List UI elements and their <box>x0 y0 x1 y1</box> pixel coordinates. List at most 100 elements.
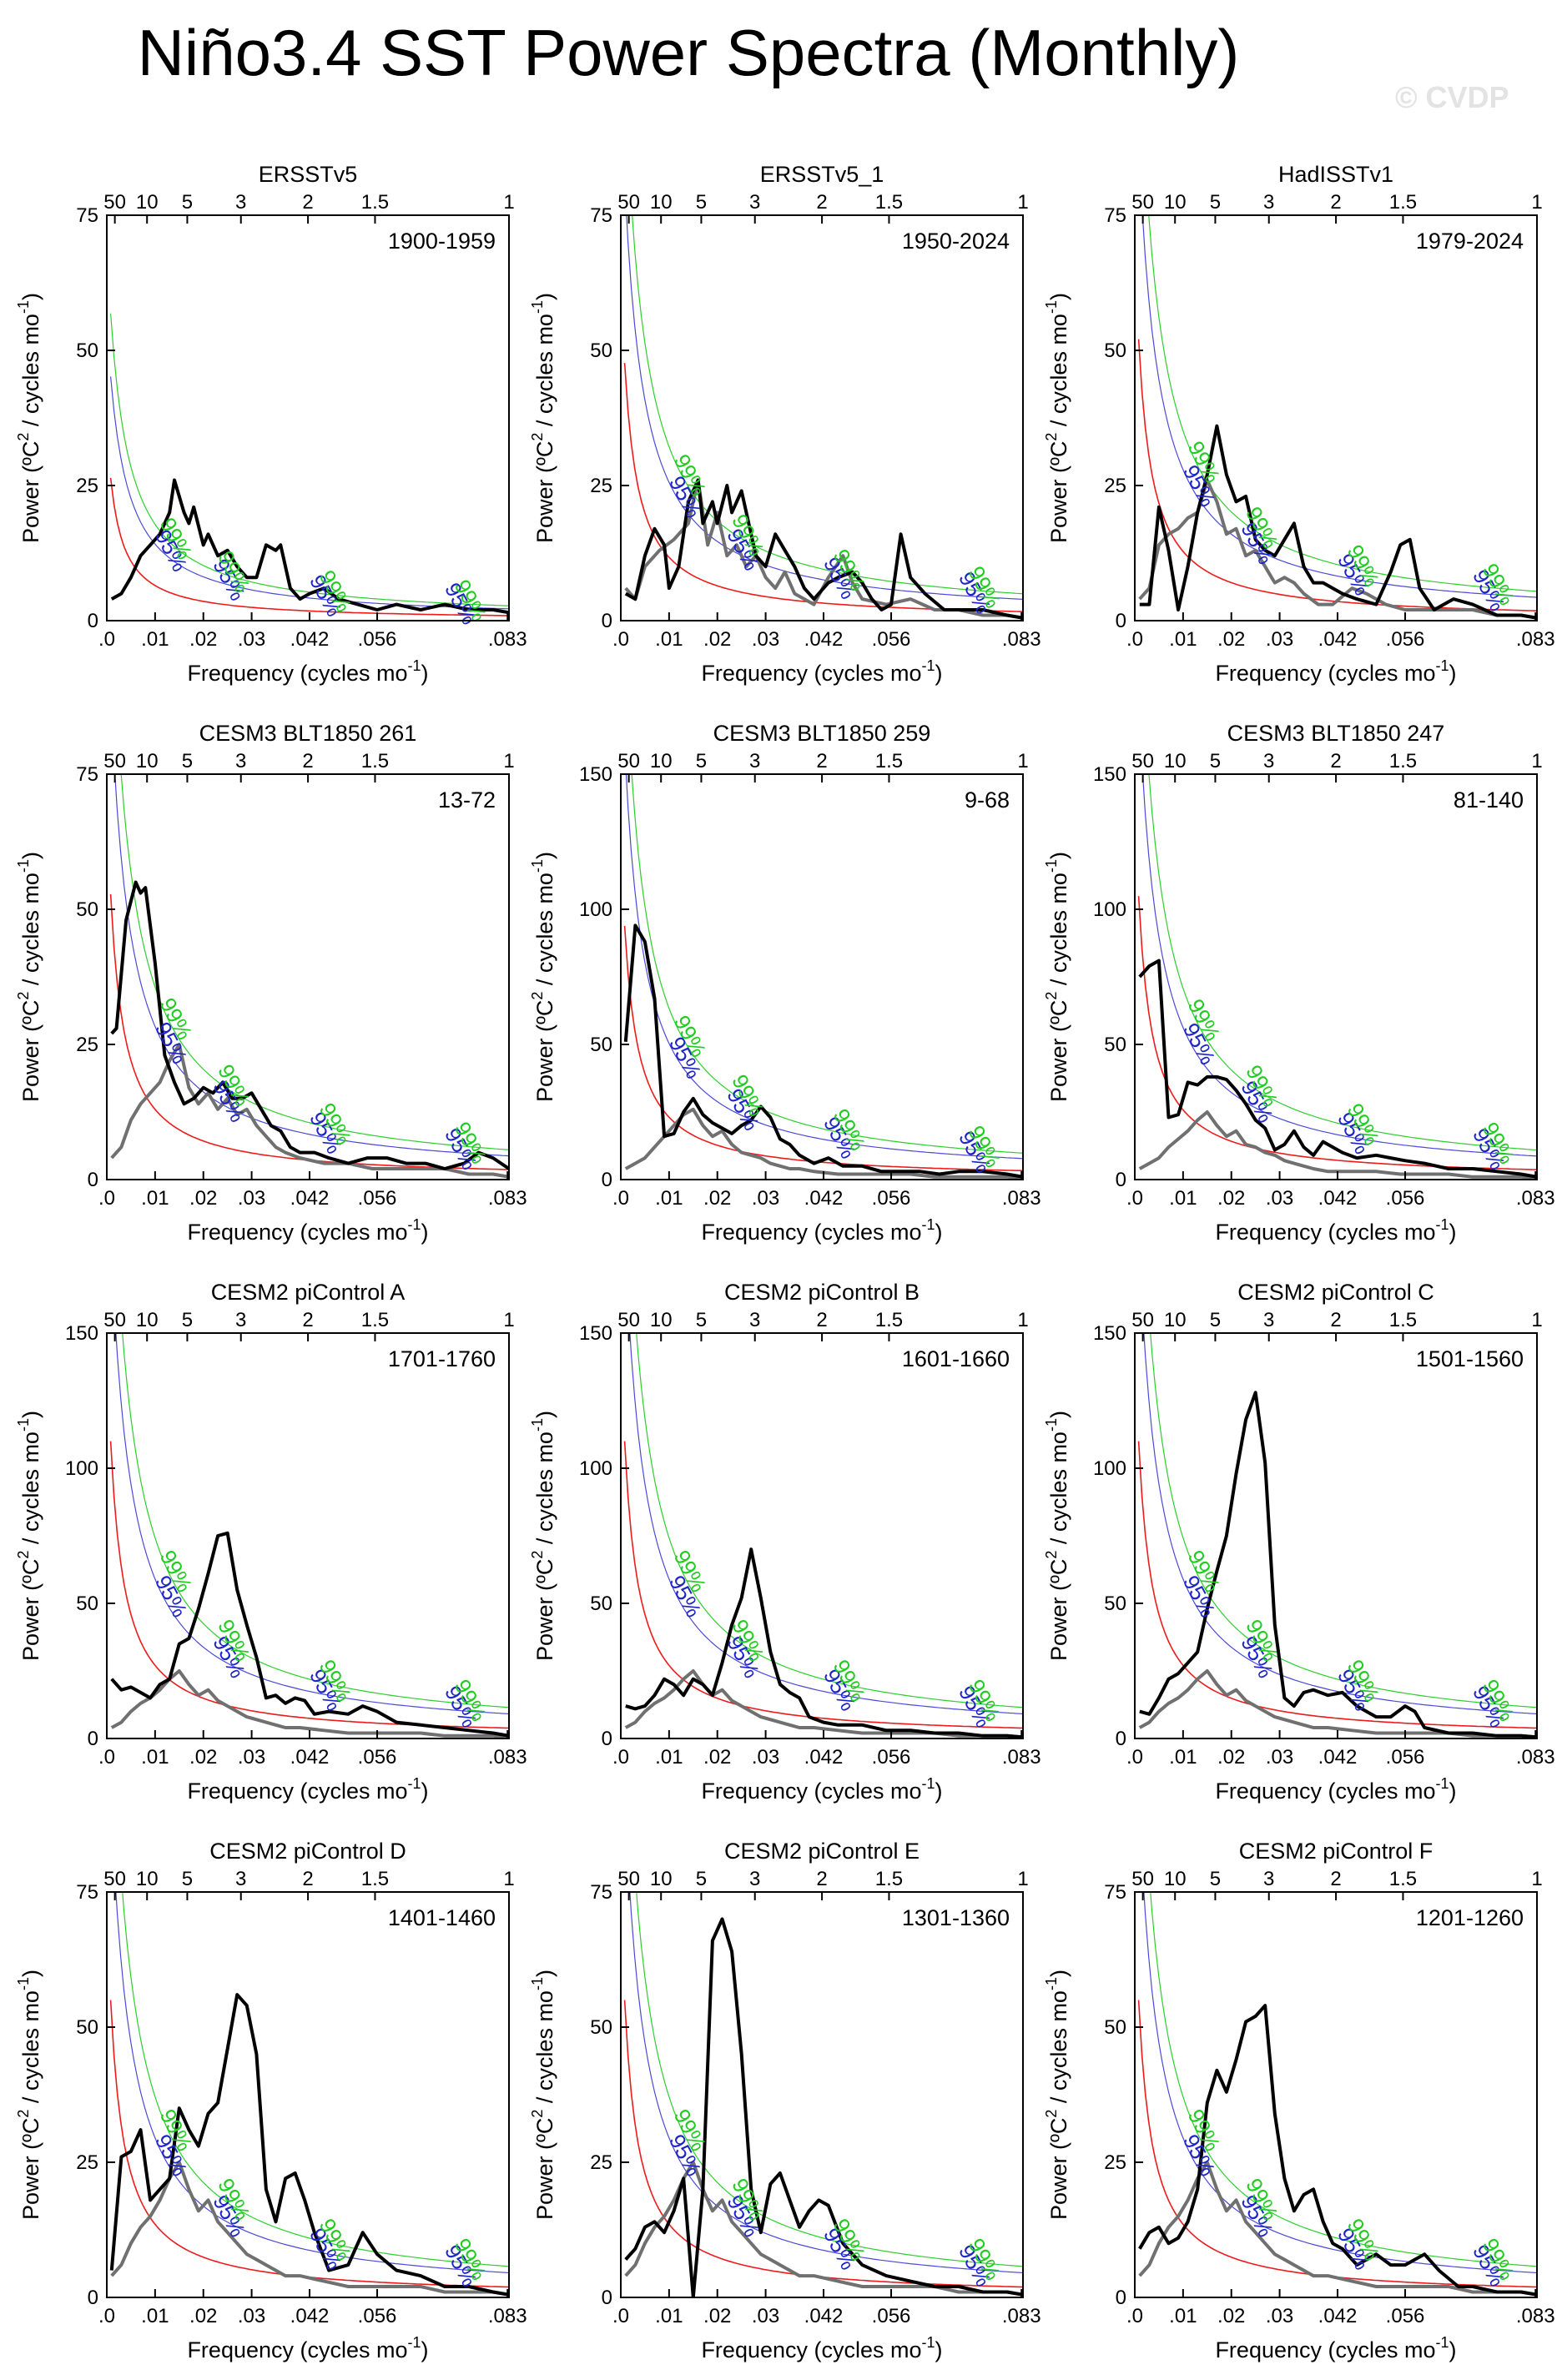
x-tick-label: .056 <box>358 1746 397 1769</box>
x-axis-label-end: ) <box>1449 661 1457 686</box>
y-tick-label: 50 <box>76 2016 98 2039</box>
y-tick-label: 150 <box>579 763 612 786</box>
top-tick-label: 50 <box>617 191 640 214</box>
x-axis-label-end: ) <box>1449 2337 1457 2362</box>
panel-title: CESM2 piControl B <box>724 1280 920 1305</box>
panel-title: CESM2 piControl E <box>724 1839 920 1864</box>
y-axis-label-mid: / cycles mo <box>18 1990 43 2110</box>
y-tick-label: 50 <box>590 1593 612 1615</box>
top-tick-label: 10 <box>136 191 159 214</box>
conf99-curve <box>631 774 1023 1154</box>
spectrum-panel: 95%99%95%99%95%99%95%99%.0.01.02.03.042.… <box>15 162 527 686</box>
y-axis-label-text: Power (ºC <box>532 2118 557 2220</box>
y-axis-label-sup: 2 <box>529 1551 546 1559</box>
top-tick-label: 3 <box>749 750 760 772</box>
spectrum-panel: 95%99%95%99%95%99%95%99%.0.01.02.03.042.… <box>1043 162 1555 686</box>
y-axis-label-sup: 2 <box>1043 2110 1060 2118</box>
panel-title: CESM2 piControl A <box>211 1280 406 1305</box>
top-tick-label: 1 <box>1531 191 1542 214</box>
spectrum-panel: 95%99%95%99%95%99%95%99%.0.01.02.03.042.… <box>529 1839 1041 2362</box>
y-axis-label: Power (ºC2 / cycles mo-1) <box>1043 1970 1071 2220</box>
x-tick-label: .03 <box>238 1187 265 1210</box>
x-tick-label: .042 <box>290 628 330 651</box>
y-tick-label: 100 <box>579 898 612 921</box>
top-tick-label: 1 <box>1017 750 1028 772</box>
y-tick-label: 0 <box>88 1169 98 1191</box>
x-tick-label: .0 <box>98 2305 115 2327</box>
top-tick-label: 50 <box>617 750 640 772</box>
y-tick-label: 100 <box>1093 1457 1126 1480</box>
spectrum-line <box>624 1917 1023 2297</box>
reference-spectrum-line <box>110 1043 509 1179</box>
x-axis-label-sup: -1 <box>1436 2334 1449 2351</box>
x-axis-label: Frequency (cycles mo-1) <box>1215 1216 1456 1245</box>
top-tick-label: 1.5 <box>1389 1868 1417 1890</box>
spectrum-line <box>110 880 509 1170</box>
top-tick-label: 2 <box>1330 1309 1341 1331</box>
top-tick-label: 1 <box>1531 1309 1542 1331</box>
y-axis-label-text: Power (ºC <box>1046 441 1071 543</box>
x-tick-label: .03 <box>752 1746 779 1769</box>
y-axis-label-mid: / cycles mo <box>1046 1990 1071 2110</box>
reference-spectrum-line <box>624 1669 1023 1738</box>
y-axis-label-sup2: -1 <box>1043 1418 1060 1432</box>
x-axis-label-text: Frequency (cycles mo <box>187 661 407 686</box>
spectrum-panel: 95%99%95%99%95%99%95%99%.0.01.02.03.042.… <box>15 1839 527 2362</box>
top-tick-label: 1 <box>1531 1868 1542 1890</box>
x-axis-label: Frequency (cycles mo-1) <box>187 2334 428 2362</box>
spectrum-line <box>625 1547 1023 1738</box>
x-axis-label-text: Frequency (cycles mo <box>701 1220 921 1245</box>
spectrum-line <box>624 478 1023 620</box>
panel-period: 1201-1260 <box>1416 1905 1524 1930</box>
top-tick-label: 10 <box>136 1868 159 1890</box>
spectrum-panel: 95%99%95%99%95%99%95%99%.0.01.02.03.042.… <box>529 162 1041 686</box>
reference-spectrum-line <box>1138 478 1537 620</box>
top-tick-label: 3 <box>235 750 246 772</box>
top-tick-label: 2 <box>302 1309 313 1331</box>
y-tick-label: 150 <box>1093 1322 1126 1345</box>
x-tick-label: .056 <box>872 1746 911 1769</box>
x-axis-label-sup: -1 <box>922 1216 935 1233</box>
x-tick-label: .03 <box>1266 1746 1293 1769</box>
x-tick-label: .042 <box>290 2305 330 2327</box>
top-tick-label: 3 <box>749 1868 760 1890</box>
y-axis-label-mid: / cycles mo <box>532 1432 557 1551</box>
y-axis-label-close: ) <box>532 1411 557 1418</box>
x-axis-label-end: ) <box>421 1220 429 1245</box>
y-axis-label-sup2: -1 <box>529 859 546 873</box>
x-tick-label: .083 <box>1516 628 1555 651</box>
x-tick-label: .042 <box>1318 628 1358 651</box>
x-tick-label: .056 <box>872 2305 911 2327</box>
y-axis-label-text: Power (ºC <box>532 1559 557 1661</box>
top-tick-label: 10 <box>136 1309 159 1331</box>
y-tick-label: 25 <box>1104 475 1126 497</box>
x-tick-label: .0 <box>612 1746 629 1769</box>
x-tick-label: .01 <box>655 1746 683 1769</box>
x-tick-label: .02 <box>189 628 217 651</box>
x-tick-label: .01 <box>1169 628 1197 651</box>
y-tick-label: 75 <box>76 763 98 786</box>
y-axis-label-close: ) <box>1046 293 1071 300</box>
y-tick-label: 25 <box>76 475 98 497</box>
y-tick-label: 50 <box>1104 2016 1126 2039</box>
top-tick-label: 2 <box>302 1868 313 1890</box>
y-axis-label: Power (ºC2 / cycles mo-1) <box>529 852 557 1102</box>
x-axis-label: Frequency (cycles mo-1) <box>701 2334 942 2362</box>
y-tick-label: 0 <box>602 1169 612 1191</box>
x-axis-label-sup: -1 <box>408 2334 421 2351</box>
panel-title: CESM3 BLT1850 261 <box>199 721 417 746</box>
top-tick-label: 5 <box>1210 191 1221 214</box>
conf99-curve <box>120 774 509 1150</box>
top-tick-label: 50 <box>617 1309 640 1331</box>
top-tick-label: 10 <box>650 1309 673 1331</box>
x-tick-label: .083 <box>1002 628 1041 651</box>
top-tick-label: 50 <box>1131 1868 1154 1890</box>
y-axis-label-sup: 2 <box>529 2110 546 2118</box>
top-tick-label: 1.5 <box>361 1309 389 1331</box>
x-axis-label-sup: -1 <box>922 2334 935 2351</box>
y-tick-label: 0 <box>602 2287 612 2309</box>
top-tick-label: 1 <box>503 1309 514 1331</box>
y-tick-label: 75 <box>590 204 612 227</box>
x-tick-label: .02 <box>189 2305 217 2327</box>
y-tick-label: 150 <box>579 1322 612 1345</box>
